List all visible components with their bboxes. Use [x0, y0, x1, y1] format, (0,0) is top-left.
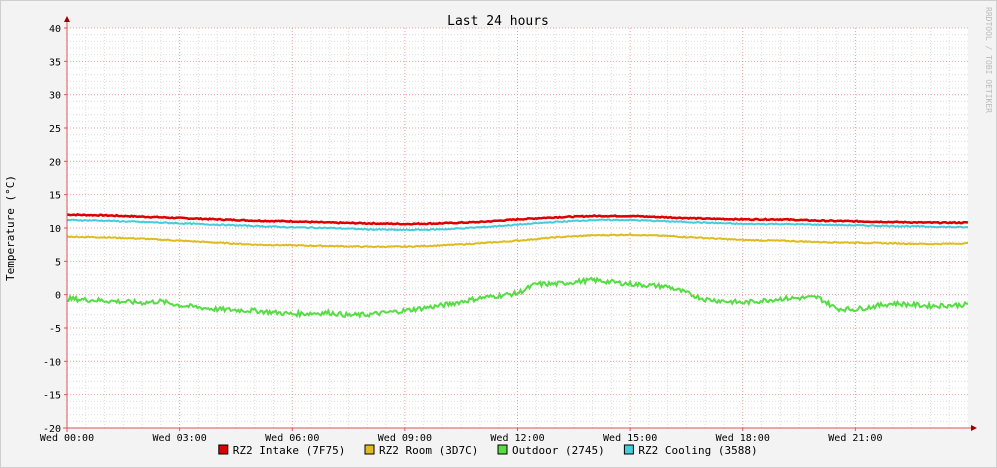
legend-swatch — [364, 444, 375, 455]
x-tick-label: Wed 00:00 — [40, 433, 94, 444]
legend-swatch — [497, 444, 508, 455]
y-tick-label: 40 — [49, 24, 61, 35]
x-tick-label: Wed 03:00 — [153, 433, 207, 444]
grid-layer — [66, 27, 968, 429]
series-line — [66, 213, 969, 226]
x-tick-label: Wed 21:00 — [828, 433, 882, 444]
y-tick-label: 0 — [55, 291, 61, 302]
y-tick-label: 30 — [49, 91, 61, 102]
series-line — [66, 276, 968, 319]
y-tick-label: 35 — [49, 57, 61, 68]
legend-label: RZ2 Room (3D7C) — [379, 444, 478, 457]
legend-label: RZ2 Intake (7F75) — [233, 444, 346, 457]
legend-label: RZ2 Cooling (3588) — [638, 444, 757, 457]
y-axis-arrow — [64, 16, 70, 22]
y-tick-label: -10 — [43, 357, 61, 368]
y-tick-label: 15 — [49, 191, 61, 202]
legend-swatch — [623, 444, 634, 455]
y-tick-label: -5 — [49, 324, 61, 335]
legend: RZ2 Intake (7F75) RZ2 Room (3D7C) Outdoor … — [218, 444, 758, 457]
y-tick-label: -20 — [43, 424, 61, 435]
watermark: RRDTOOL / TOBI OETIKER — [984, 7, 993, 113]
x-tick-label: Wed 18:00 — [716, 433, 770, 444]
chart-title: Last 24 hours — [447, 14, 549, 29]
y-axis-label: Temperature (°C) — [4, 175, 17, 281]
x-tick-label: Wed 09:00 — [378, 433, 432, 444]
axis-layer — [63, 16, 977, 432]
series-line — [66, 233, 968, 249]
series-layer — [66, 213, 969, 319]
x-tick-label: Wed 12:00 — [490, 433, 544, 444]
legend-swatch — [218, 444, 229, 455]
legend-label: Outdoor (2745) — [512, 444, 605, 457]
y-tick-label: 5 — [55, 257, 61, 268]
y-tick-label: 25 — [49, 124, 61, 135]
x-tick-label: Wed 15:00 — [603, 433, 657, 444]
x-tick-label: Wed 06:00 — [265, 433, 319, 444]
y-tick-label: 10 — [49, 224, 61, 235]
y-tick-label: 20 — [49, 157, 61, 168]
y-tick-label: -15 — [43, 391, 61, 402]
series-line — [66, 218, 969, 232]
x-axis-arrow — [971, 425, 977, 431]
